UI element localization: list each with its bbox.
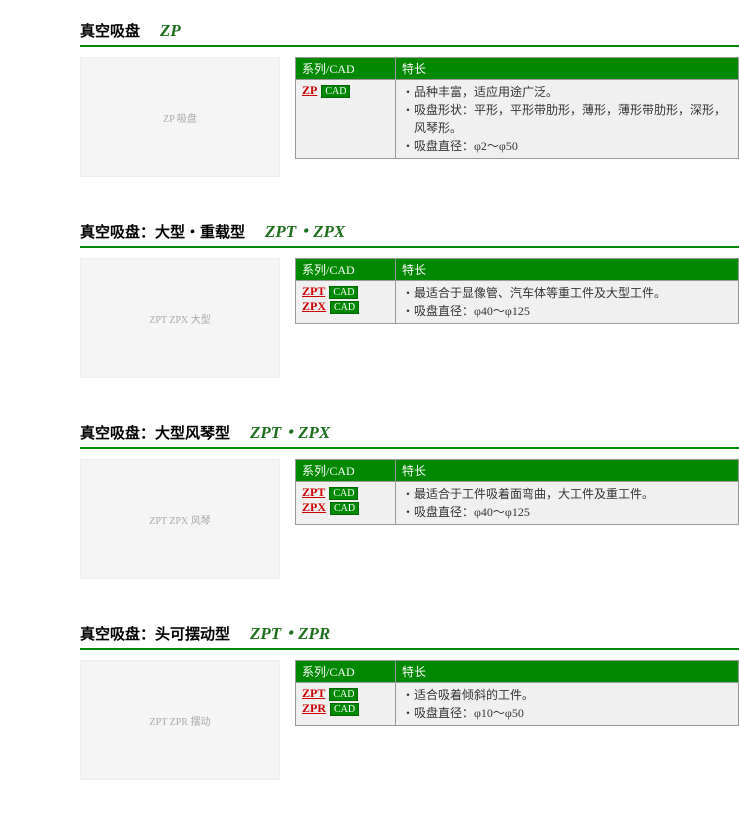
title-cn: 真空吸盘：头可摆动型 bbox=[80, 623, 230, 644]
product-section: 真空吸盘：大型风琴型 ZPT・ZPX ZPT ZPX 风琴系列/CAD特长 ZPT CA… bbox=[80, 418, 739, 579]
header-series: 系列/CAD bbox=[296, 259, 396, 281]
series-link[interactable]: ZPT bbox=[302, 686, 325, 701]
cad-badge[interactable]: CAD bbox=[329, 688, 358, 701]
header-feature: 特长 bbox=[396, 259, 739, 281]
feature-item: 品种丰富，适应用途广泛。 bbox=[402, 83, 732, 101]
series-link[interactable]: ZPX bbox=[302, 500, 326, 515]
section-body: ZP 吸盘系列/CAD特长 ZP CAD 品种丰富，适应用途广泛。吸盘形状：平形，平形… bbox=[80, 57, 739, 177]
feature-item: 适合吸着倾斜的工件。 bbox=[402, 686, 732, 704]
title-cn: 真空吸盘：大型风琴型 bbox=[80, 422, 230, 443]
header-feature: 特长 bbox=[396, 460, 739, 482]
product-section: 真空吸盘：头可摆动型 ZPT・ZPR ZPT ZPR 摆动系列/CAD特长 ZPT CA… bbox=[80, 619, 739, 780]
cad-badge[interactable]: CAD bbox=[321, 85, 350, 98]
feature-item: 最适合于显像管、汽车体等重工件及大型工件。 bbox=[402, 284, 732, 302]
feature-item: 吸盘直径：φ40～φ125 bbox=[402, 503, 732, 521]
cad-badge[interactable]: CAD bbox=[329, 286, 358, 299]
title-cn: 真空吸盘 bbox=[80, 20, 140, 41]
title-code: ZPT・ZPR bbox=[250, 619, 330, 644]
product-section: 真空吸盘 ZP ZP 吸盘系列/CAD特长 ZP CAD 品种丰富，适应用途广泛。吸盘形状… bbox=[80, 20, 739, 177]
section-body: ZPT ZPX 风琴系列/CAD特长ZPTCADZPXCAD最适合于工件吸着面弯… bbox=[80, 459, 739, 579]
cad-badge[interactable]: CAD bbox=[329, 487, 358, 500]
cad-badge[interactable]: CAD bbox=[330, 703, 359, 716]
product-image: ZP 吸盘 bbox=[80, 57, 280, 177]
product-section: 真空吸盘：大型・重载型 ZPT・ZPX ZPT ZPX 大型系列/CAD特长 ZPT C… bbox=[80, 217, 739, 378]
section-title: 真空吸盘：大型・重载型 ZPT・ZPX bbox=[80, 217, 739, 248]
section-title: 真空吸盘：大型风琴型 ZPT・ZPX bbox=[80, 418, 739, 449]
section-body: ZPT ZPR 摆动系列/CAD特长ZPTCADZPRCAD适合吸着倾斜的工件。… bbox=[80, 660, 739, 780]
feature-list: 品种丰富，适应用途广泛。吸盘形状：平形，平形带肋形，薄形，薄形带肋形，深形，风琴… bbox=[402, 83, 732, 155]
section-body: ZPT ZPX 大型系列/CAD特长ZPTCADZPXCAD最适合于显像管、汽车… bbox=[80, 258, 739, 378]
series-cell: ZPTCADZPRCAD bbox=[296, 683, 396, 726]
series-link[interactable]: ZP bbox=[302, 83, 317, 98]
header-feature: 特长 bbox=[396, 661, 739, 683]
product-image: ZPT ZPX 大型 bbox=[80, 258, 280, 378]
spec-table: 系列/CAD特长ZPTCADZPXCAD最适合于工件吸着面弯曲，大工件及重工件。… bbox=[295, 459, 739, 525]
feature-cell: 品种丰富，适应用途广泛。吸盘形状：平形，平形带肋形，薄形，薄形带肋形，深形，风琴… bbox=[396, 80, 739, 159]
cad-badge[interactable]: CAD bbox=[330, 301, 359, 314]
product-image: ZPT ZPR 摆动 bbox=[80, 660, 280, 780]
spec-table: 系列/CAD特长 ZP CAD 品种丰富，适应用途广泛。吸盘形状：平形，平形带肋形，薄… bbox=[295, 57, 739, 159]
feature-list: 最适合于工件吸着面弯曲，大工件及重工件。吸盘直径：φ40～φ125 bbox=[402, 485, 732, 521]
spec-table: 系列/CAD特长ZPTCADZPRCAD适合吸着倾斜的工件。吸盘直径：φ10～φ… bbox=[295, 660, 739, 726]
feature-cell: 最适合于显像管、汽车体等重工件及大型工件。吸盘直径：φ40～φ125 bbox=[396, 281, 739, 324]
series-cell: ZPTCADZPXCAD bbox=[296, 281, 396, 324]
feature-list: 适合吸着倾斜的工件。吸盘直径：φ10～φ50 bbox=[402, 686, 732, 722]
series-link[interactable]: ZPR bbox=[302, 701, 326, 716]
title-code: ZPT・ZPX bbox=[265, 217, 345, 242]
feature-cell: 最适合于工件吸着面弯曲，大工件及重工件。吸盘直径：φ40～φ125 bbox=[396, 482, 739, 525]
product-image: ZPT ZPX 风琴 bbox=[80, 459, 280, 579]
feature-item: 最适合于工件吸着面弯曲，大工件及重工件。 bbox=[402, 485, 732, 503]
series-cell: ZPTCADZPXCAD bbox=[296, 482, 396, 525]
cad-badge[interactable]: CAD bbox=[330, 502, 359, 515]
section-title: 真空吸盘 ZP bbox=[80, 20, 739, 47]
feature-item: 吸盘形状：平形，平形带肋形，薄形，薄形带肋形，深形，风琴形。 bbox=[402, 101, 732, 137]
series-link[interactable]: ZPT bbox=[302, 485, 325, 500]
title-code: ZP bbox=[160, 21, 181, 41]
header-series: 系列/CAD bbox=[296, 460, 396, 482]
feature-cell: 适合吸着倾斜的工件。吸盘直径：φ10～φ50 bbox=[396, 683, 739, 726]
title-code: ZPT・ZPX bbox=[250, 418, 330, 443]
section-title: 真空吸盘：头可摆动型 ZPT・ZPR bbox=[80, 619, 739, 650]
series-cell: ZP CAD bbox=[296, 80, 396, 159]
title-cn: 真空吸盘：大型・重载型 bbox=[80, 221, 245, 242]
header-series: 系列/CAD bbox=[296, 58, 396, 80]
feature-item: 吸盘直径：φ40～φ125 bbox=[402, 302, 732, 320]
header-series: 系列/CAD bbox=[296, 661, 396, 683]
feature-list: 最适合于显像管、汽车体等重工件及大型工件。吸盘直径：φ40～φ125 bbox=[402, 284, 732, 320]
feature-item: 吸盘直径：φ10～φ50 bbox=[402, 704, 732, 722]
series-link[interactable]: ZPT bbox=[302, 284, 325, 299]
header-feature: 特长 bbox=[396, 58, 739, 80]
series-link[interactable]: ZPX bbox=[302, 299, 326, 314]
spec-table: 系列/CAD特长ZPTCADZPXCAD最适合于显像管、汽车体等重工件及大型工件… bbox=[295, 258, 739, 324]
feature-item: 吸盘直径：φ2～φ50 bbox=[402, 137, 732, 155]
